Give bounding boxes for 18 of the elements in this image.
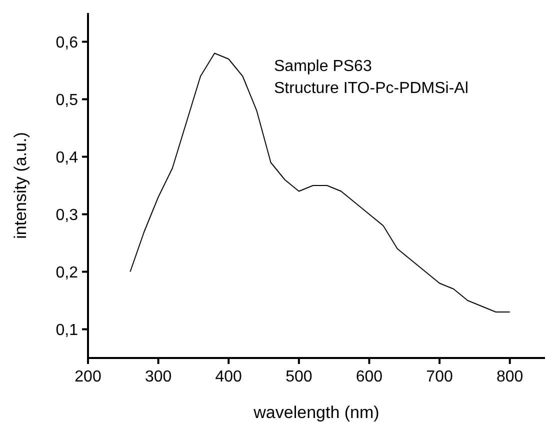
y-tick-label: 0,4 (56, 149, 78, 166)
y-tick-label: 0,1 (56, 322, 78, 339)
x-tick-label: 300 (144, 368, 172, 386)
x-tick-label: 400 (215, 368, 242, 386)
x-tick-label: 800 (496, 368, 524, 386)
annotation: Sample PS63 (274, 57, 373, 77)
y-tick-label: 0,6 (56, 34, 78, 52)
x-tick-label: 200 (74, 368, 102, 386)
y-tick-label: 0,2 (56, 264, 78, 282)
x-tick-label: 500 (286, 368, 312, 386)
x-tick-label: 600 (356, 368, 383, 386)
y-axis-title: intensity (a.u.) (11, 132, 30, 239)
y-tick-label: 0,3 (56, 206, 78, 224)
y-tick-label: 0,5 (56, 92, 78, 109)
annotation: Structure ITO-Pc-PDMSi-Al (274, 79, 468, 99)
x-axis-title: wavelength (nm) (252, 403, 380, 422)
x-tick-label: 700 (426, 368, 453, 386)
line-series (130, 52, 510, 312)
